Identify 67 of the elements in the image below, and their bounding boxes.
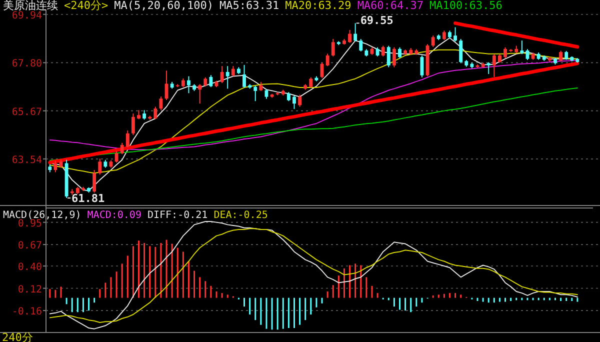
annotation: 69.55 [360,14,394,28]
candlestick [259,81,263,92]
annotation: MACD:0.09 [87,210,142,221]
candlestick [159,96,163,111]
candlestick [242,64,246,88]
text: MA60:64.37 [357,0,424,12]
y-tick-label: 65.67 [12,106,42,118]
candlestick [398,46,402,59]
candlestick [386,45,390,68]
candlestick [454,26,457,42]
line-series [454,21,580,49]
candlestick [486,62,490,74]
candlestick [154,106,158,120]
y-tick-label: 69.94 [12,10,42,22]
candlestick [131,113,135,136]
candlestick [54,160,58,173]
candlestick [392,46,396,68]
candlestick [286,92,290,102]
candlestick [442,30,446,41]
candlestick [504,46,507,59]
candlestick [298,94,302,108]
candlestick [204,76,208,87]
candlestick [559,50,563,62]
y-tick-label: 63.54 [12,154,42,166]
series-label: DEA:-0.25 [214,210,268,221]
chart-subtitle: <240分> [64,0,108,12]
annotation: 61.81 [72,192,106,205]
candlestick [492,54,496,78]
text: MA20:63.29 [285,0,352,12]
text: MA5:63.31 [219,0,280,12]
candlestick [520,40,524,55]
text: MA100:63.56 [430,0,502,12]
y-tick-label: -0.16 [12,306,42,318]
candlestick [98,158,102,176]
series-label: DIFF:-0.21 [147,210,208,221]
y-tick-label: 67.80 [12,58,42,70]
candlestick [264,88,268,100]
candlestick [254,85,258,102]
candlestick [420,54,424,78]
candlestick [331,38,335,57]
candlestick [526,48,530,60]
candlestick [92,169,96,194]
candlestick [326,53,330,67]
y-tick-label: 0.12 [18,284,42,296]
y-tick-label: 0.40 [18,262,42,274]
candlestick [431,35,435,48]
candlestick [348,29,352,44]
candlestick [459,38,463,64]
candlestick [220,66,224,84]
candlestick [209,74,213,88]
text: MA(5,20,60,100) [114,0,214,12]
candlestick [198,84,202,104]
candlestick [376,46,380,57]
candlestick [142,110,146,120]
candlestick [226,66,230,90]
candlestick [187,76,190,94]
candlestick [309,76,313,88]
line-series [49,87,578,161]
candlestick [359,38,363,52]
y-tick-label: 0.67 [18,240,42,252]
y-tick-label: 0.95 [18,218,42,230]
candlestick [137,110,140,120]
candlestick [120,142,124,155]
candlestick [231,66,235,77]
candlestick [292,94,296,110]
candlestick [381,45,385,57]
candlestick [126,130,130,148]
